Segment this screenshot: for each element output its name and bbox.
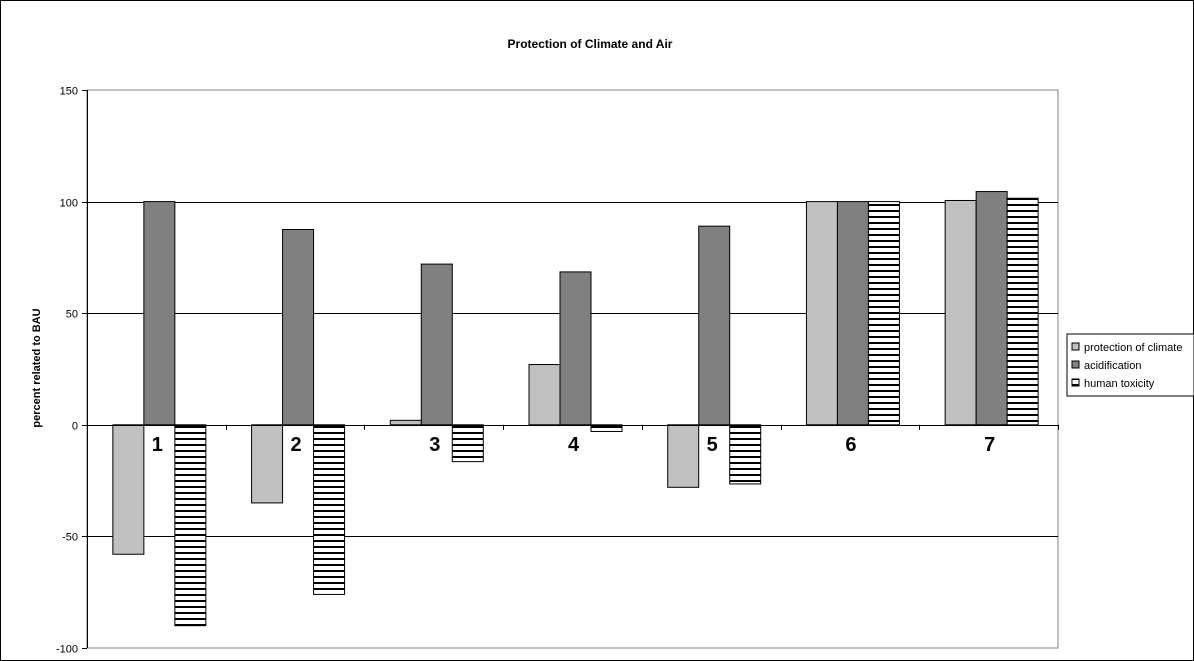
category-label: 1	[152, 434, 163, 456]
bar-human-toxicity-5	[729, 424, 762, 485]
legend-swatch	[1071, 342, 1080, 351]
bar-protection-of-climate-3	[389, 419, 422, 426]
category-label: 4	[568, 434, 580, 456]
legend-swatch	[1071, 360, 1080, 369]
legend-label: human toxicity	[1084, 378, 1155, 390]
y-tick-label: 150	[60, 86, 78, 98]
category-label: 2	[291, 434, 302, 456]
y-tick-labels: 150 100 50 0 -50 -100	[56, 86, 78, 656]
bar-acidification-1	[143, 201, 176, 426]
category-label: 5	[707, 434, 718, 456]
bar-human-toxicity-3	[451, 424, 484, 463]
y-axis-label: percent related to BAU	[31, 308, 43, 427]
y-tick-label: 100	[60, 198, 78, 210]
category-label: 6	[845, 434, 856, 456]
bar-protection-of-climate-7	[944, 199, 977, 426]
chart-title: Protection of Climate and Air	[508, 37, 673, 51]
axes	[82, 90, 1059, 649]
legend: protection of climate acidification human …	[1066, 333, 1194, 397]
bar-human-toxicity-1	[174, 424, 207, 627]
legend-swatch	[1071, 378, 1080, 387]
y-tick-label: -50	[62, 532, 78, 544]
bar-acidification-3	[420, 263, 453, 426]
bar-protection-of-climate-1	[112, 424, 145, 555]
category-label: 3	[429, 434, 440, 456]
bar-human-toxicity-4	[590, 424, 623, 432]
bar-acidification-6	[836, 201, 869, 426]
legend-label: acidification	[1084, 360, 1141, 372]
category-label: 7	[984, 434, 995, 456]
bar-human-toxicity-7	[1006, 197, 1039, 426]
y-tick-label: -100	[56, 644, 78, 656]
bar-acidification-7	[975, 191, 1008, 426]
legend-label: protection of climate	[1084, 342, 1182, 354]
y-tick-label: 0	[72, 421, 78, 433]
bar-protection-of-climate-2	[251, 424, 284, 504]
bar-human-toxicity-2	[313, 424, 346, 595]
bar-protection-of-climate-5	[667, 424, 700, 488]
bar-protection-of-climate-4	[528, 364, 561, 426]
bar-acidification-2	[282, 229, 315, 426]
y-tick-label: 50	[66, 309, 78, 321]
bar-acidification-4	[559, 271, 592, 426]
category-labels: 1 2 3 4 5 6 7	[152, 434, 995, 456]
legend-box	[1066, 333, 1194, 397]
bar-human-toxicity-6	[867, 201, 900, 426]
bar-acidification-5	[698, 225, 731, 426]
bars	[112, 191, 1039, 627]
bar-protection-of-climate-6	[805, 201, 838, 426]
